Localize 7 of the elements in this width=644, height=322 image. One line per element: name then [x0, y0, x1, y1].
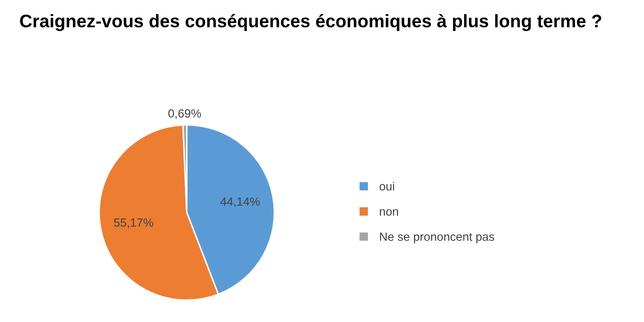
data-label: 0,69% — [168, 109, 201, 120]
legend-label: oui — [380, 182, 394, 191]
data-label: 55,17% — [114, 218, 154, 228]
data-label: 44,14% — [220, 197, 260, 208]
legend-label: Ne se prononcent pas — [380, 232, 494, 244]
legend-label: non — [380, 209, 398, 216]
chart-title: Craignez-vous des conséquences économiques à plus long terme ? — [20, 14, 602, 32]
